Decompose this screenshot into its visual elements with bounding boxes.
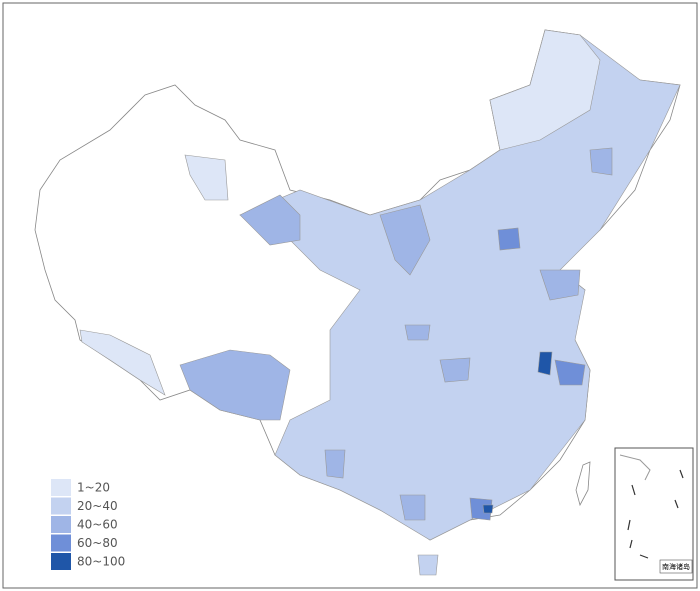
legend-swatch [51,516,71,533]
region [497,227,521,251]
region [379,204,431,276]
inset-dashes [627,469,684,559]
legend-label: 20~40 [77,499,118,513]
legend-swatch [51,479,71,496]
region [239,194,301,246]
region [537,351,553,376]
region [482,504,494,514]
legend-label: 80~100 [77,555,125,569]
inset-label-box [659,559,693,574]
region [417,554,439,576]
legend-swatch [51,497,71,515]
map [34,29,681,576]
region [184,154,229,201]
region [439,357,471,383]
region [399,494,426,521]
region [179,349,291,421]
region [324,449,346,479]
taiwan [575,461,591,507]
legend-label: 60~80 [77,536,118,550]
region [404,324,431,341]
region [79,329,166,396]
region [469,497,493,521]
region [489,29,601,151]
region [589,147,613,176]
legend-swatch [51,534,71,552]
inset: 南海诸岛 [614,447,694,581]
region [554,359,586,386]
legend-label: 1~20 [77,481,110,495]
legend: 1~20 20~40 40~60 60~80 80~100 [51,479,125,570]
inset-label: 南海诸岛 [662,562,690,571]
legend-label: 40~60 [77,518,118,532]
region [539,269,581,301]
inset-coast [619,454,651,481]
legend-swatch [51,553,71,570]
